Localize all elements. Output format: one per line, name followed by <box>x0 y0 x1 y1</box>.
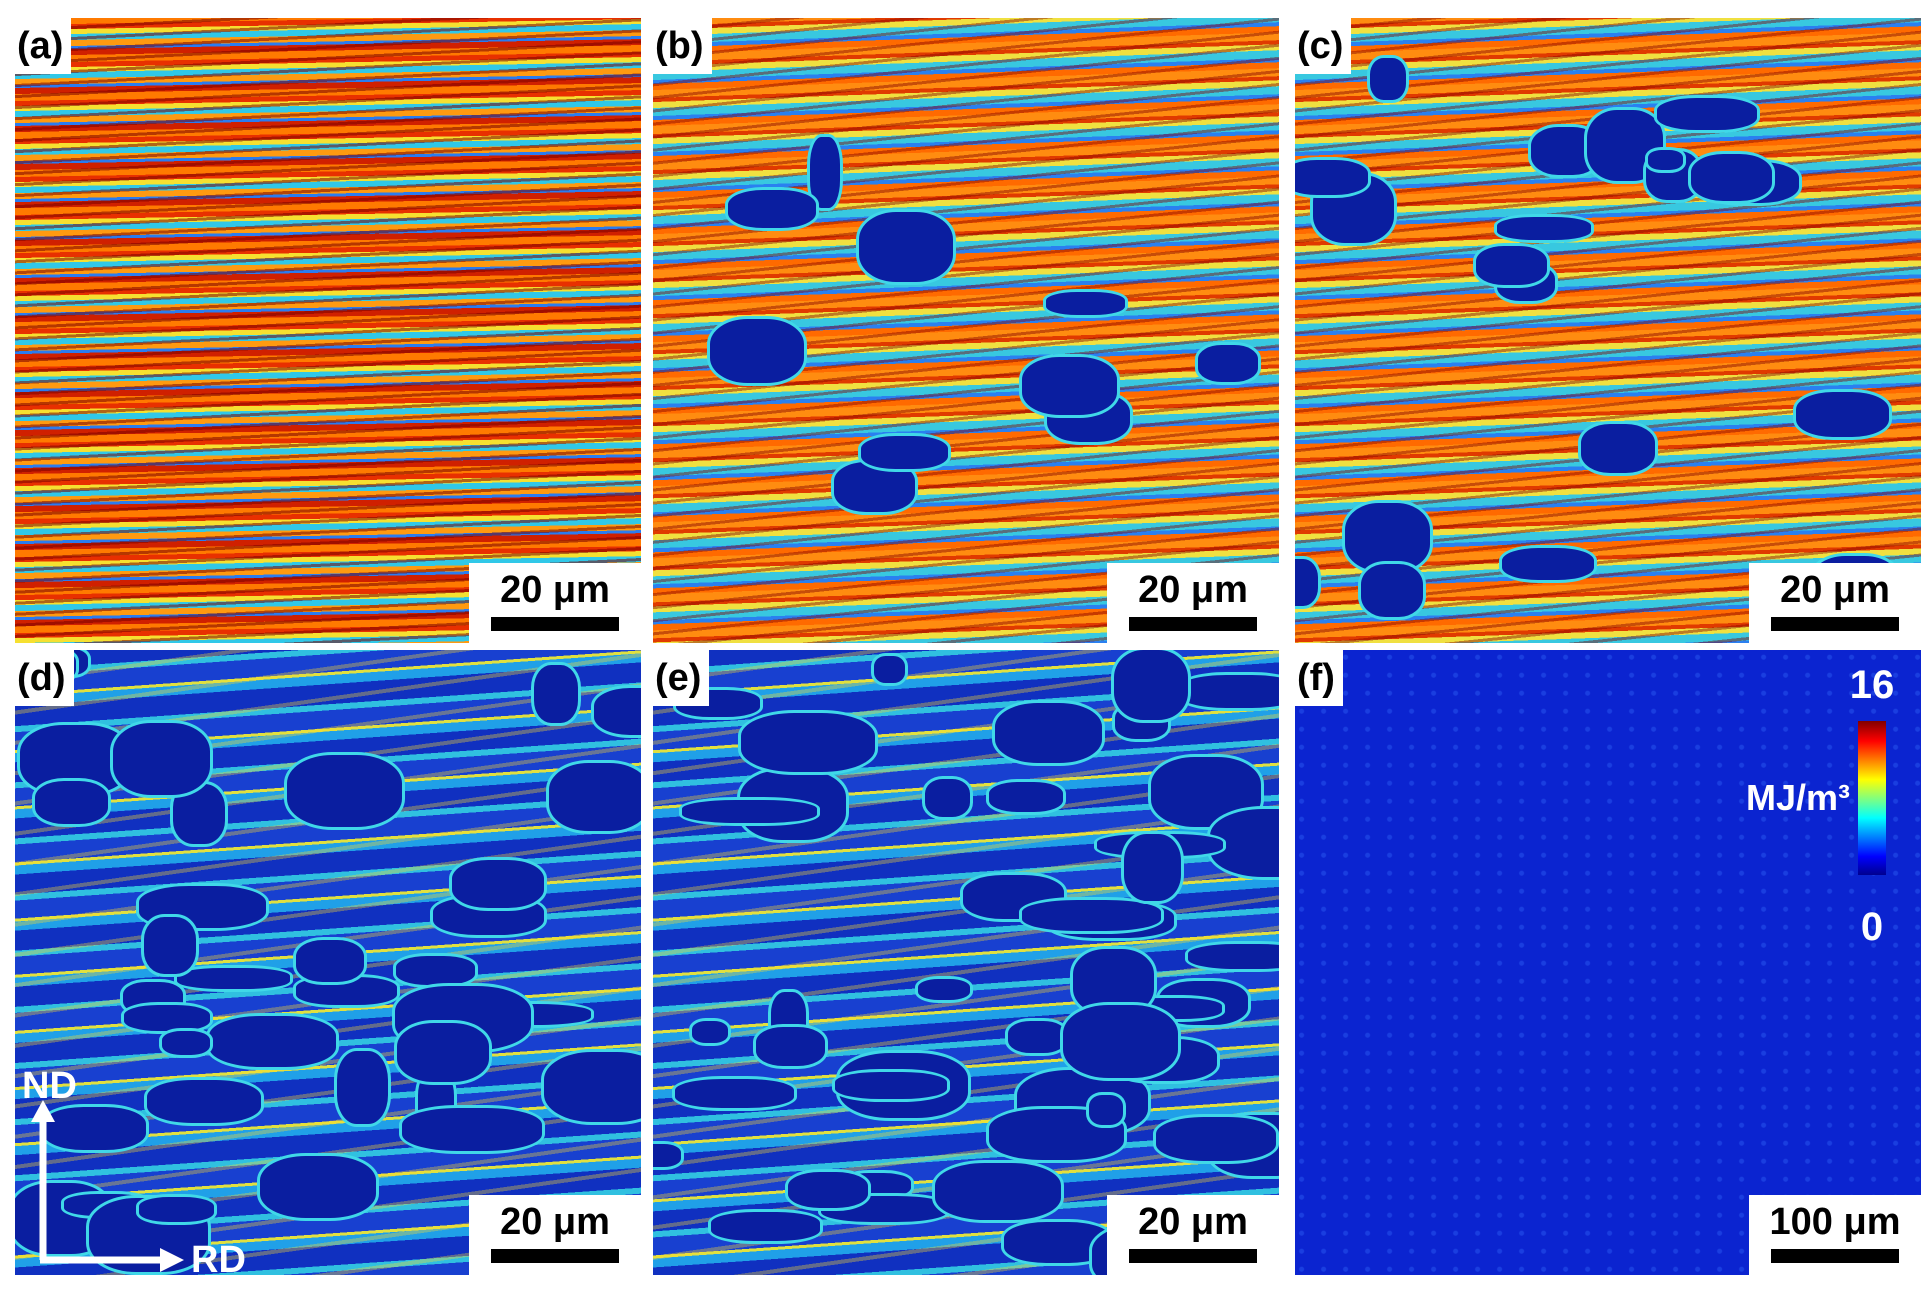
micrograph-panel: (b) 20 μm <box>653 18 1279 643</box>
grain <box>857 432 951 473</box>
panel-label: (c) <box>1295 18 1352 74</box>
grain <box>1086 1092 1126 1128</box>
panel-label: (a) <box>15 18 72 74</box>
micrograph-panel: (e) 20 μm <box>653 650 1279 1275</box>
grain <box>334 1047 391 1127</box>
scale-bar: 20 μm <box>1107 563 1279 643</box>
grain <box>1473 242 1551 289</box>
grain <box>205 1012 340 1070</box>
grain <box>914 975 973 1004</box>
scale-bar: 100 μm <box>1749 1195 1921 1275</box>
scale-bar-line <box>1129 1249 1257 1263</box>
grain <box>991 700 1105 767</box>
grain <box>449 857 548 912</box>
grain <box>653 1141 684 1171</box>
grain <box>1059 1002 1181 1081</box>
grain <box>174 965 293 993</box>
grain <box>143 1076 265 1126</box>
panel-label: (f) <box>1295 650 1343 706</box>
grain <box>932 1160 1064 1224</box>
grain <box>257 1152 379 1221</box>
grain <box>921 776 974 820</box>
scale-bar-label: 20 μm <box>1138 569 1248 611</box>
micrograph-panel: (a) 20 μm <box>15 18 641 643</box>
grain <box>672 1075 797 1112</box>
scale-bar-label: 20 μm <box>500 569 610 611</box>
grain <box>708 1209 824 1244</box>
grain <box>31 778 112 827</box>
scale-bar-line <box>491 1249 619 1263</box>
grain <box>1494 214 1594 244</box>
scale-bar-line <box>491 617 619 631</box>
grain <box>856 209 957 286</box>
grain <box>169 781 228 848</box>
grain <box>1195 342 1262 385</box>
grain <box>1176 671 1279 711</box>
grain <box>110 720 213 799</box>
scale-bar: 20 μm <box>1749 563 1921 643</box>
grain <box>135 1194 217 1226</box>
scale-bar-label: 100 μm <box>1769 1201 1901 1243</box>
grain <box>1367 54 1409 104</box>
grain <box>871 652 908 687</box>
grain <box>1357 561 1426 620</box>
grain <box>541 1048 641 1125</box>
grain <box>1645 146 1687 173</box>
grain <box>784 1168 872 1212</box>
grain <box>293 936 368 986</box>
micrograph-panel: (c) 20 μm <box>1295 18 1921 643</box>
scale-bar-line <box>1771 1249 1899 1263</box>
scale-bar-label: 20 μm <box>500 1201 610 1243</box>
grain <box>706 315 808 387</box>
grain <box>1687 150 1776 204</box>
scale-bar: 20 μm <box>469 563 641 643</box>
grain <box>399 1104 545 1154</box>
grain <box>591 685 641 738</box>
grain <box>679 797 821 827</box>
grain <box>959 872 1067 922</box>
scale-bar: 20 μm <box>469 1195 641 1275</box>
micrograph-panel: (f) 100 μm <box>1295 650 1921 1275</box>
scale-bar: 20 μm <box>1107 1195 1279 1275</box>
grain <box>1111 650 1192 723</box>
scale-bar-label: 20 μm <box>1138 1201 1248 1243</box>
micrograph-panel: (d) 20 μm <box>15 650 641 1275</box>
grain <box>545 759 641 834</box>
scale-bar-line <box>1129 617 1257 631</box>
grain <box>1654 94 1761 133</box>
grain <box>831 1068 951 1102</box>
grain <box>986 778 1066 816</box>
panel-label: (d) <box>15 650 74 706</box>
grain <box>1295 156 1371 199</box>
grain <box>1184 940 1279 973</box>
grain <box>1043 288 1129 318</box>
grain <box>284 752 406 831</box>
grain <box>689 1017 732 1047</box>
panel-label: (e) <box>653 650 710 706</box>
grain <box>738 710 879 775</box>
grain <box>140 913 200 977</box>
grain <box>158 1027 214 1059</box>
grain <box>1295 555 1322 609</box>
panel-label: (b) <box>653 18 712 74</box>
grain <box>753 1023 829 1069</box>
scale-bar-label: 20 μm <box>1780 569 1890 611</box>
grain <box>394 1019 493 1086</box>
grain <box>1792 389 1893 441</box>
grain <box>1019 354 1120 419</box>
grain <box>724 186 820 231</box>
scale-bar-line <box>1771 617 1899 631</box>
grain <box>40 1103 149 1154</box>
grain <box>530 662 582 727</box>
grain <box>1499 544 1598 584</box>
grain <box>1121 830 1185 904</box>
grain <box>1152 1114 1279 1164</box>
grain <box>1577 421 1659 476</box>
